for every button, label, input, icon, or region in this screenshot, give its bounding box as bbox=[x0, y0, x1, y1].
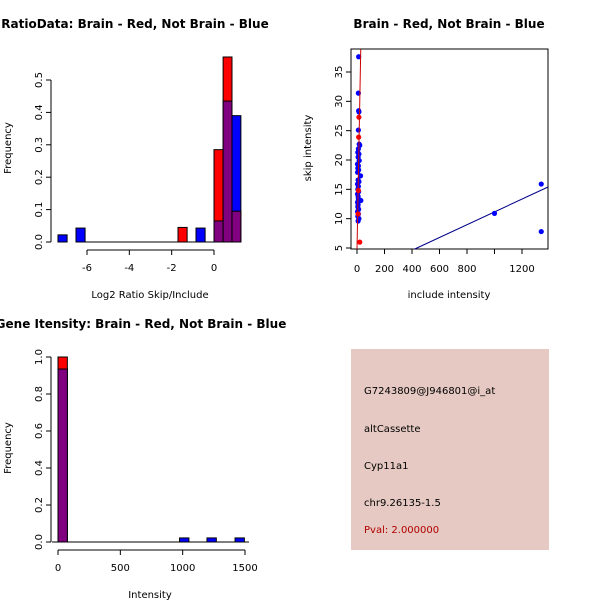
scatter-y-tick-label: 25 bbox=[334, 124, 345, 137]
scatter-y-tick-label: 15 bbox=[334, 183, 345, 196]
ratio-hist-y-tick-label: 0.5 bbox=[34, 72, 45, 88]
scatter-x-tick-label: 800 bbox=[457, 264, 476, 275]
scatter-y-tick-label: 30 bbox=[334, 95, 345, 108]
gene-intensity-title: Gene Itensity: Brain - Red, Not Brain - … bbox=[0, 317, 286, 331]
ratio-hist-x-tick-label: -2 bbox=[167, 263, 177, 274]
scatter-y-tick-label: 35 bbox=[334, 66, 345, 79]
ratio-hist-bar-overlap bbox=[231, 210, 242, 243]
gene-intensity-x-tick-label: 1000 bbox=[170, 563, 195, 574]
scatter-x-tick-label: 1200 bbox=[509, 264, 534, 275]
ratio-hist-bar-brain bbox=[177, 226, 188, 243]
scatter-x-tick-label: 600 bbox=[430, 264, 449, 275]
ratio-histogram-ylabel: Frequency bbox=[3, 122, 14, 174]
ratio-hist-y-tick-label: 0.4 bbox=[34, 104, 45, 120]
gene-intensity-axes: 0.0 0.2 0.4 0.6 0.8 1.0 0 500 1000 1500 bbox=[34, 349, 258, 574]
intensity-scatter-plot-box bbox=[350, 48, 549, 250]
ratio-hist-bar-not-brain bbox=[57, 234, 68, 243]
ratio-hist-bar-overlap bbox=[213, 220, 224, 243]
gene-intensity-bar-not-brain bbox=[234, 537, 245, 543]
intensity-scatter-title: Brain - Red, Not Brain - Blue bbox=[353, 17, 544, 31]
gene-name: Cyp11a1 bbox=[364, 461, 409, 472]
ratio-hist-y-tick-label: 0.1 bbox=[34, 202, 45, 218]
gene-intensity-xlabel: Intensity bbox=[128, 590, 172, 600]
ratio-hist-x-tick-label: -4 bbox=[124, 263, 134, 274]
not-brain-point bbox=[538, 228, 544, 235]
not-brain-point bbox=[356, 109, 362, 115]
genomic-location: chr9.26135-1.5 bbox=[364, 498, 441, 509]
ratio-histogram-title: RatioData: Brain - Red, Not Brain - Blue bbox=[1, 17, 268, 31]
not-brain-fit-line bbox=[414, 186, 549, 250]
gene-intensity-bar-not-brain bbox=[206, 537, 217, 543]
pval-text: Pval: 2.000000 bbox=[364, 525, 440, 536]
ratio-hist-bar-not-brain bbox=[195, 227, 206, 243]
brain-fit-line bbox=[356, 49, 362, 250]
gene-intensity-ylabel: Frequency bbox=[3, 422, 14, 474]
probe-info-panel: G7243809@J946801@i_at altCassette Cyp11a… bbox=[351, 349, 549, 550]
brain-point bbox=[357, 239, 363, 245]
gene-intensity-y-tick-label: 0.0 bbox=[34, 534, 45, 550]
ratio-histogram-bars bbox=[57, 56, 242, 243]
scatter-y-tick-label: 20 bbox=[334, 154, 345, 167]
ratio-histogram-xlabel: Log2 Ratio Skip/Include bbox=[91, 290, 208, 301]
gene-intensity-x-tick-label: 500 bbox=[111, 563, 130, 574]
ratio-hist-x-tick-label: 0 bbox=[211, 263, 217, 274]
ratio-histogram-panel: RatioData: Brain - Red, Not Brain - Blue… bbox=[1, 17, 268, 301]
ratio-hist-bar-not-brain bbox=[75, 227, 86, 243]
intensity-scatter-ylabel: skip intensity bbox=[303, 115, 314, 182]
intensity-scatter-axes: 5 10 15 20 25 30 35 0 200 400 600 800 1200 bbox=[334, 66, 535, 275]
gene-intensity-x-tick-label: 0 bbox=[55, 563, 61, 574]
not-brain-point bbox=[491, 210, 498, 216]
not-brain-point bbox=[356, 54, 362, 60]
probe-id: G7243809@J946801@i_at bbox=[364, 386, 496, 397]
gene-intensity-bar-not-brain bbox=[179, 537, 190, 543]
gene-intensity-y-tick-label: 0.4 bbox=[34, 460, 45, 476]
not-brain-point bbox=[355, 127, 361, 133]
gene-intensity-bar-overlap bbox=[57, 368, 68, 543]
intensity-scatter-xlabel: include intensity bbox=[408, 290, 491, 301]
scatter-x-tick-label: 0 bbox=[354, 264, 360, 275]
intensity-scatter-panel: Brain - Red, Not Brain - Blue include in… bbox=[303, 17, 549, 301]
gene-intensity-x-tick-label: 1500 bbox=[232, 563, 257, 574]
gene-intensity-bars bbox=[57, 356, 245, 543]
not-brain-point bbox=[538, 181, 544, 187]
gene-intensity-y-tick-label: 0.6 bbox=[34, 423, 45, 439]
ratio-hist-x-tick-label: -6 bbox=[82, 263, 92, 274]
intensity-scatter-marks bbox=[354, 49, 549, 250]
ratio-hist-bar-overlap bbox=[222, 100, 233, 243]
not-brain-point bbox=[355, 218, 361, 224]
ratio-hist-y-tick-label: 0.3 bbox=[34, 137, 45, 153]
ratio-hist-y-tick-label: 0.0 bbox=[34, 234, 45, 250]
brain-point bbox=[356, 114, 362, 120]
scatter-y-tick-label: 10 bbox=[334, 212, 345, 225]
ratio-histogram-axes: 0.0 0.1 0.2 0.3 0.4 0.5 -6 -4 -2 0 bbox=[34, 72, 218, 274]
scatter-x-tick-label: 400 bbox=[402, 264, 421, 275]
not-brain-point bbox=[357, 173, 364, 179]
gene-intensity-y-tick-label: 1.0 bbox=[34, 349, 45, 365]
scatter-x-tick-label: 200 bbox=[375, 264, 394, 275]
event-type: altCassette bbox=[364, 424, 421, 435]
gene-intensity-histogram-panel: Gene Itensity: Brain - Red, Not Brain - … bbox=[0, 317, 286, 600]
gene-intensity-y-tick-label: 0.8 bbox=[34, 386, 45, 402]
ratio-hist-y-tick-label: 0.2 bbox=[34, 169, 45, 185]
scatter-y-tick-label: 5 bbox=[334, 245, 345, 251]
gene-intensity-y-tick-label: 0.2 bbox=[34, 497, 45, 513]
